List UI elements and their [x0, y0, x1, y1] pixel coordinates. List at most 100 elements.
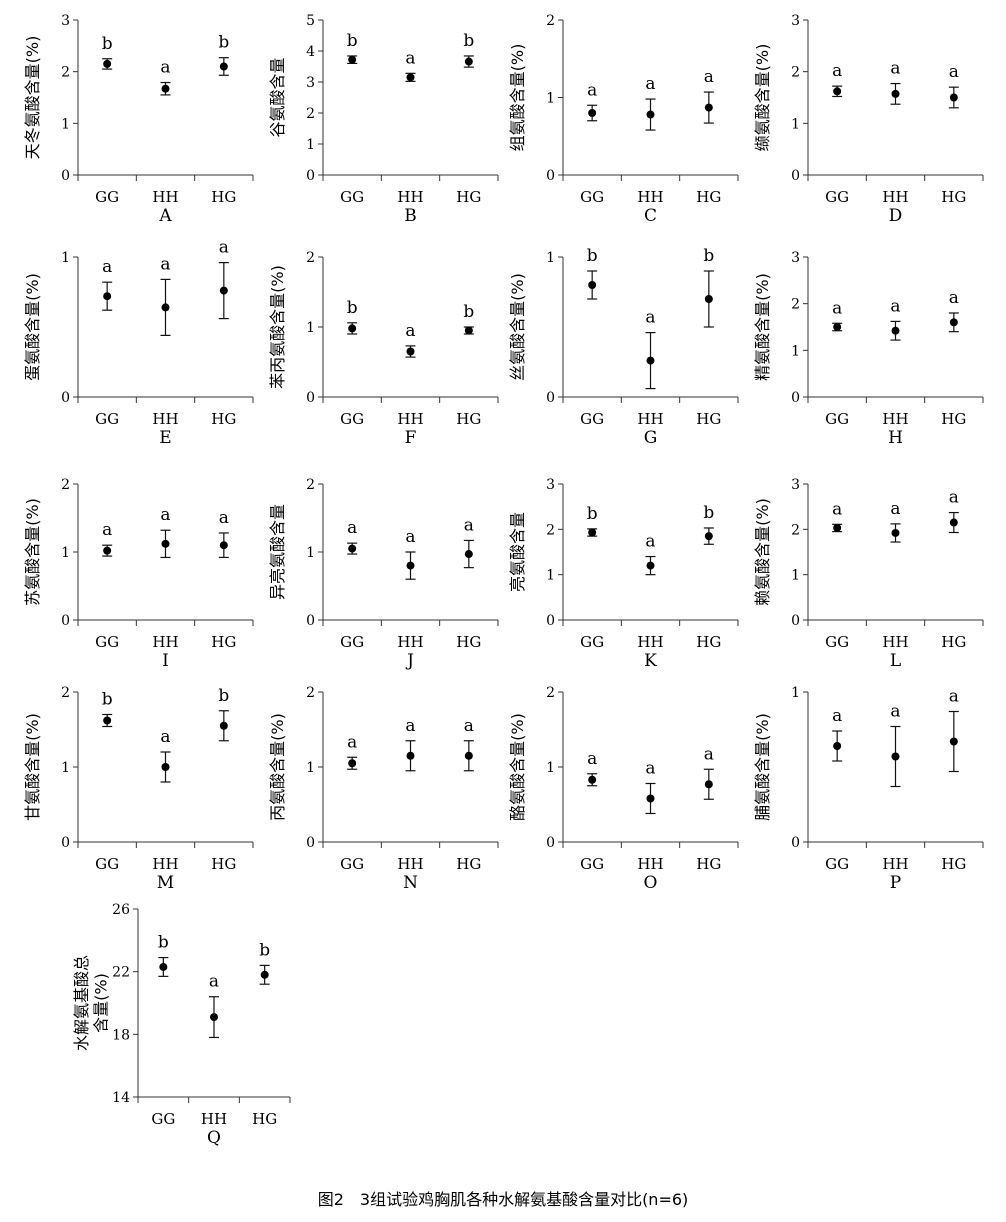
x-tick-label: GG: [95, 410, 119, 428]
panel-d: 0 1 2 3 GG HH HG D 缬氨酸含量(%) a a a: [753, 13, 984, 226]
data-point: [464, 57, 473, 66]
x-tick-label: HG: [211, 633, 236, 651]
x-tick-label: HG: [456, 633, 481, 651]
x-tick-label: HG: [211, 188, 236, 206]
y-tick-label: 0: [306, 390, 315, 406]
x-tick-label: HG: [456, 410, 481, 428]
x-tick-label: HH: [882, 855, 908, 873]
data-point: [949, 93, 958, 102]
panel-e: 0 1 GG HH HG E 蛋氨酸含量(%) a a a: [23, 238, 254, 448]
data-point: [833, 523, 842, 532]
figure-caption: 图2 3组试验鸡胸肌各种水解氨基酸含量对比(n=6): [317, 1190, 689, 1209]
panel-letter: M: [157, 873, 174, 893]
y-tick-label: 26: [112, 902, 130, 918]
x-tick-label: HG: [696, 633, 721, 651]
y-axis-label: 丝氨酸含量(%): [508, 273, 527, 381]
data-point: [464, 751, 473, 760]
data-point: [588, 775, 597, 784]
significance-letter: b: [158, 933, 169, 953]
x-tick-label: HH: [882, 633, 908, 651]
y-axis-label: 赖氨酸含量(%): [753, 498, 772, 606]
significance-letter: a: [160, 58, 170, 78]
significance-letter: a: [209, 972, 219, 992]
panel-letter: J: [405, 651, 414, 671]
significance-letter: a: [645, 308, 655, 328]
panel-letter: H: [888, 428, 903, 448]
x-tick-label: HH: [397, 855, 423, 873]
y-tick-label: 0: [61, 613, 70, 629]
x-tick-label: HG: [211, 410, 236, 428]
y-tick-label: 2: [546, 685, 555, 701]
y-tick-label: 1: [306, 760, 315, 776]
y-tick-label: 2: [61, 685, 70, 701]
y-axis-label: 组氨酸含量(%): [508, 44, 527, 152]
significance-letter: a: [832, 499, 842, 519]
y-axis-label: 水解氨基酸总含量(%): [72, 955, 110, 1051]
significance-letter: a: [102, 257, 112, 277]
significance-letter: b: [587, 504, 598, 524]
data-point: [833, 323, 842, 331]
significance-letter: a: [102, 520, 112, 540]
x-tick-label: GG: [340, 410, 364, 428]
x-tick-label: HG: [696, 410, 721, 428]
x-tick-label: HH: [152, 855, 178, 873]
y-tick-label: 2: [306, 106, 315, 122]
x-tick-label: GG: [95, 188, 119, 206]
y-tick-label: 3: [791, 477, 800, 493]
y-tick-label: 1: [306, 137, 315, 153]
y-tick-label: 2: [546, 522, 555, 538]
y-tick-label: 1: [61, 250, 70, 266]
y-tick-label: 0: [791, 613, 800, 629]
significance-letter: b: [218, 33, 229, 53]
data-point: [348, 324, 357, 333]
x-tick-label: GG: [825, 855, 849, 873]
significance-letter: a: [219, 508, 229, 528]
significance-letter: a: [704, 744, 714, 764]
y-tick-label: 18: [112, 1027, 130, 1043]
y-tick-label: 3: [306, 75, 315, 91]
significance-letter: b: [463, 302, 474, 322]
data-point: [219, 62, 228, 71]
y-tick-label: 1: [306, 320, 315, 336]
data-point: [704, 532, 713, 541]
y-tick-label: 3: [61, 13, 70, 29]
significance-letter: a: [949, 288, 959, 308]
x-tick-label: HH: [397, 188, 423, 206]
x-tick-label: HG: [696, 188, 721, 206]
significance-letter: a: [587, 80, 597, 100]
x-tick-label: HH: [637, 410, 663, 428]
y-tick-label: 5: [306, 13, 315, 29]
y-tick-label: 2: [306, 250, 315, 266]
y-axis-label: 蛋氨酸含量(%): [23, 273, 42, 381]
y-tick-label: 0: [306, 835, 315, 851]
data-point: [646, 356, 655, 365]
y-tick-label: 2: [306, 477, 315, 493]
x-tick-label: HH: [397, 633, 423, 651]
data-point: [260, 970, 269, 979]
x-tick-label: GG: [151, 1110, 175, 1128]
x-tick-label: HG: [456, 188, 481, 206]
significance-letter: a: [890, 296, 900, 316]
x-tick-label: HG: [941, 633, 966, 651]
significance-letter: a: [832, 706, 842, 726]
x-tick-label: HG: [252, 1110, 277, 1128]
y-axis-label: 谷氨酸含量: [268, 57, 287, 137]
significance-letter: a: [405, 527, 415, 547]
data-point: [949, 737, 958, 746]
y-tick-label: 1: [791, 116, 800, 132]
data-point: [219, 286, 228, 295]
panel-c: 0 1 2 GG HH HG C 组氨酸含量(%) a a a: [508, 13, 739, 226]
data-point: [348, 55, 357, 64]
y-tick-label: 1: [546, 760, 555, 776]
x-tick-label: GG: [340, 633, 364, 651]
data-point: [159, 962, 168, 971]
significance-letter: a: [405, 48, 415, 68]
y-tick-label: 0: [546, 390, 555, 406]
data-point: [406, 561, 415, 570]
y-axis-label: 苏氨酸含量(%): [23, 498, 42, 606]
y-tick-label: 2: [306, 685, 315, 701]
data-point: [103, 59, 112, 68]
panel-p: 0 1 GG HH HG P 脯氨酸含量(%) a a a: [753, 685, 984, 893]
significance-letter: a: [160, 727, 170, 747]
y-tick-label: 0: [791, 835, 800, 851]
